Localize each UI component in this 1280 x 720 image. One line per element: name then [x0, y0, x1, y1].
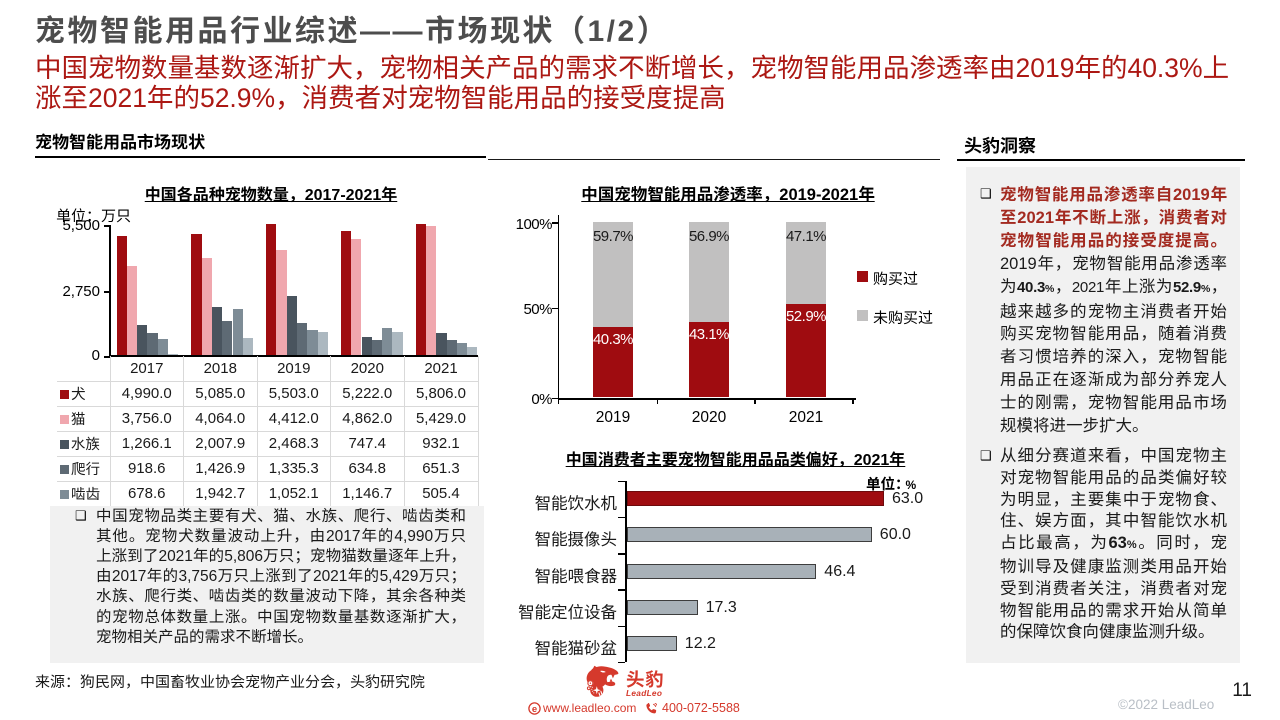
svg-text:e: e	[532, 703, 537, 714]
